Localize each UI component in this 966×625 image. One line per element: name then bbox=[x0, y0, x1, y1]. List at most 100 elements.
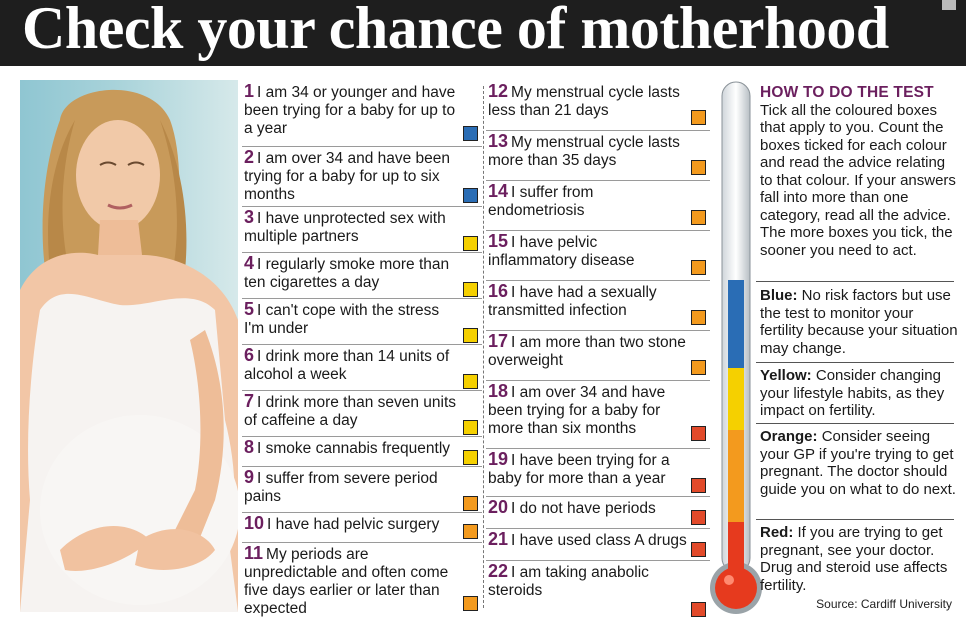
advice-blue-label: Blue: bbox=[760, 287, 798, 304]
question-label: My menstrual cycle lasts more than 35 da… bbox=[488, 134, 680, 169]
question-number: 1 bbox=[244, 81, 255, 101]
checkbox-blue[interactable] bbox=[463, 188, 478, 203]
question-label: I am over 34 and have been trying for a … bbox=[488, 384, 666, 437]
question-number: 17 bbox=[488, 331, 509, 351]
question-item: 16 I have had a sexually transmitted infe… bbox=[486, 282, 710, 331]
question-text: 11 My periods are unpredictable and often… bbox=[244, 544, 462, 618]
corner-mark bbox=[942, 0, 956, 10]
question-number: 14 bbox=[488, 181, 509, 201]
advice-yellow-label: Yellow: bbox=[760, 367, 812, 384]
advice-red-label: Red: bbox=[760, 524, 794, 541]
advice-orange-text: Consider seeing your GP if you're trying… bbox=[760, 428, 956, 498]
checkbox-yellow[interactable] bbox=[463, 420, 478, 435]
question-text: 10 I have had pelvic surgery bbox=[244, 514, 462, 534]
question-number: 20 bbox=[488, 497, 509, 517]
checkbox-yellow[interactable] bbox=[463, 236, 478, 251]
question-number: 7 bbox=[244, 391, 255, 411]
checkbox-orange[interactable] bbox=[691, 360, 706, 375]
checkbox-red[interactable] bbox=[691, 542, 706, 557]
checkbox-orange[interactable] bbox=[691, 160, 706, 175]
question-label: I have been trying for a baby for more t… bbox=[488, 452, 670, 487]
checkbox-red[interactable] bbox=[691, 426, 706, 441]
checkbox-orange[interactable] bbox=[691, 310, 706, 325]
question-label: I am 34 or younger and have been trying … bbox=[244, 84, 456, 137]
how-to-body: Tick all the coloured boxes that apply t… bbox=[760, 101, 956, 259]
advice-blue-text: No risk factors but use the test to moni… bbox=[760, 287, 958, 357]
checkbox-orange[interactable] bbox=[463, 496, 478, 511]
checkbox-yellow[interactable] bbox=[463, 282, 478, 297]
question-label: I regularly smoke more than ten cigarett… bbox=[244, 256, 450, 291]
question-label: My menstrual cycle lasts less than 21 da… bbox=[488, 84, 680, 119]
question-text: 20 I do not have periods bbox=[488, 498, 690, 518]
advice-yellow-text: Consider changing your lifestyle habits,… bbox=[760, 367, 945, 419]
question-label: I do not have periods bbox=[511, 500, 656, 517]
checkbox-yellow[interactable] bbox=[463, 328, 478, 343]
question-label: I am more than two stone overweight bbox=[488, 334, 686, 369]
divider-line bbox=[756, 362, 954, 363]
question-number: 10 bbox=[244, 513, 265, 533]
question-label: I am taking anabolic steroids bbox=[488, 564, 649, 599]
question-label: I have had a sexually transmitted infect… bbox=[488, 284, 657, 319]
question-text: 17 I am more than two stone overweight bbox=[488, 332, 690, 370]
source-credit: Source: Cardiff University bbox=[816, 597, 952, 611]
question-text: 18 I am over 34 and have been trying for … bbox=[488, 382, 690, 438]
question-number: 19 bbox=[488, 449, 509, 469]
divider-line bbox=[756, 281, 954, 282]
checkbox-red[interactable] bbox=[691, 510, 706, 525]
checkbox-orange[interactable] bbox=[463, 596, 478, 611]
question-item: 15 I have pelvic inflammatory disease bbox=[486, 232, 710, 281]
question-number: 22 bbox=[488, 561, 509, 581]
checkbox-orange[interactable] bbox=[691, 260, 706, 275]
question-item: 19 I have been trying for a baby for more… bbox=[486, 450, 710, 497]
question-text: 14 I suffer from endometriosis bbox=[488, 182, 690, 220]
question-item: 10 I have had pelvic surgery bbox=[242, 514, 482, 543]
question-label: I drink more than seven units of caffein… bbox=[244, 394, 457, 429]
question-label: I have unprotected sex with multiple par… bbox=[244, 210, 446, 245]
question-text: 13 My menstrual cycle lasts more than 35 … bbox=[488, 132, 690, 170]
question-label: I drink more than 14 units of alcohol a … bbox=[244, 348, 450, 383]
question-text: 12 My menstrual cycle lasts less than 21 … bbox=[488, 82, 690, 120]
checkbox-blue[interactable] bbox=[463, 126, 478, 141]
question-number: 6 bbox=[244, 345, 255, 365]
checkbox-orange[interactable] bbox=[463, 524, 478, 539]
question-label: I smoke cannabis frequently bbox=[257, 440, 451, 457]
question-text: 21 I have used class A drugs bbox=[488, 530, 690, 550]
checkbox-orange[interactable] bbox=[691, 210, 706, 225]
question-item: 17 I am more than two stone overweight bbox=[486, 332, 710, 381]
question-label: I have used class A drugs bbox=[511, 532, 687, 549]
question-item: 18 I am over 34 and have been trying for … bbox=[486, 382, 710, 449]
checkbox-orange[interactable] bbox=[691, 110, 706, 125]
question-item: 22 I am taking anabolic steroids bbox=[486, 562, 710, 622]
divider-line bbox=[756, 519, 954, 520]
question-number: 3 bbox=[244, 207, 255, 227]
checkbox-yellow[interactable] bbox=[463, 450, 478, 465]
question-item: 11 My periods are unpredictable and often… bbox=[242, 544, 482, 622]
question-label: I am over 34 and have been trying for a … bbox=[244, 150, 451, 203]
advice-orange-label: Orange: bbox=[760, 428, 818, 445]
advice-red: Red: If you are trying to get pregnant, … bbox=[760, 524, 960, 594]
question-text: 16 I have had a sexually transmitted infe… bbox=[488, 282, 690, 320]
column-divider bbox=[483, 86, 484, 608]
checkbox-red[interactable] bbox=[691, 478, 706, 493]
advice-orange: Orange: Consider seeing your GP if you'r… bbox=[760, 428, 960, 498]
checkbox-yellow[interactable] bbox=[463, 374, 478, 389]
header-bar: Check your chance of motherhood bbox=[0, 0, 966, 66]
checkbox-red[interactable] bbox=[691, 602, 706, 617]
question-item: 20 I do not have periods bbox=[486, 498, 710, 529]
question-label: I suffer from severe period pains bbox=[244, 470, 438, 505]
question-number: 21 bbox=[488, 529, 509, 549]
